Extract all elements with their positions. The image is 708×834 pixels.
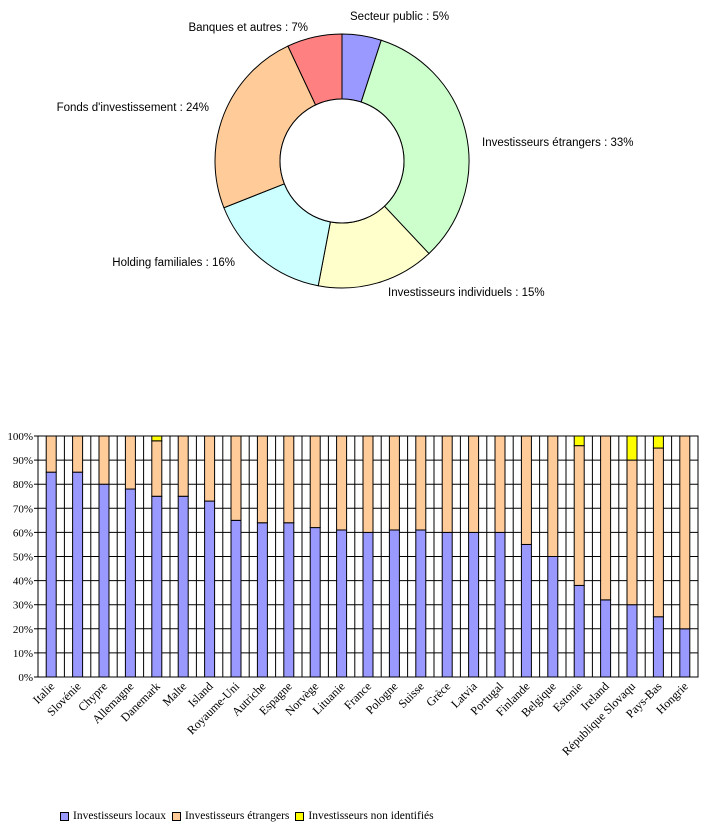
bar-1-13 — [388, 435, 400, 531]
ytick-label-10: 100% — [7, 431, 33, 443]
bar-1-5 — [177, 435, 189, 497]
bar-0-23 — [652, 616, 664, 678]
bar-0-19 — [547, 556, 559, 678]
bar-0-12 — [362, 531, 374, 678]
bar-2-22 — [626, 435, 638, 461]
bar-1-20 — [573, 445, 585, 586]
donut-label-1: Investisseurs étrangers : 33% — [482, 137, 634, 149]
legend-item-unidentified: Investisseurs non identifiés — [295, 810, 434, 822]
ytick-label-4: 40% — [13, 576, 33, 588]
bar-1-2 — [98, 435, 110, 485]
bar-1-9 — [283, 435, 295, 524]
legend-item-local: Investisseurs locaux — [60, 810, 166, 822]
ytick-label-1: 10% — [13, 648, 33, 660]
category-label-14: Suisse — [395, 679, 427, 711]
legend-swatch-unidentified — [295, 811, 305, 821]
ytick-label-5: 50% — [13, 552, 33, 564]
bar-1-14 — [415, 435, 427, 531]
bar-0-8 — [256, 522, 268, 678]
ytick-label-2: 20% — [13, 624, 33, 636]
bar-0-4 — [151, 495, 163, 678]
category-label-20: Estonie — [550, 679, 585, 714]
donut-label-2: Investisseurs individuels : 15% — [388, 287, 545, 299]
bar-1-7 — [230, 435, 242, 521]
legend-label-foreign: Investisseurs étrangers — [184, 810, 290, 822]
bar-0-3 — [124, 488, 136, 678]
donut-label-0: Secteur public : 5% — [350, 11, 449, 23]
bar-2-20 — [573, 435, 585, 447]
bar-1-23 — [652, 447, 664, 618]
category-label-5: Malte — [160, 679, 190, 709]
bar-1-24 — [679, 435, 691, 630]
plot-frame — [37, 435, 699, 678]
legend-item-foreign: Investisseurs étrangers — [171, 810, 290, 822]
donut-label-4: Fonds d'investissement : 24% — [57, 102, 209, 114]
ytick-label-3: 30% — [13, 600, 33, 612]
bar-1-16 — [468, 435, 480, 533]
legend-label-unidentified: Investisseurs non identifiés — [308, 810, 434, 822]
bar-1-17 — [494, 435, 506, 533]
legend-swatch-foreign — [171, 811, 181, 821]
bar-0-14 — [415, 529, 427, 678]
bar-0-9 — [283, 522, 295, 678]
bar-1-6 — [204, 435, 216, 502]
legend: Investisseurs locaux Investisseurs étran… — [60, 810, 440, 822]
bar-2-4 — [151, 435, 163, 442]
donut-hole — [279, 98, 405, 224]
bar-0-21 — [600, 599, 612, 678]
bar-1-15 — [441, 435, 453, 533]
bar-1-12 — [362, 435, 374, 533]
ytick-label-9: 90% — [13, 455, 33, 467]
bar-1-4 — [151, 440, 163, 497]
ytick-label-6: 60% — [13, 527, 33, 539]
ytick-label-8: 80% — [13, 479, 33, 491]
donut-label-5: Banques et autres : 7% — [188, 22, 308, 34]
bar-1-1 — [72, 435, 84, 473]
bar-0-0 — [45, 471, 57, 678]
bar-0-17 — [494, 531, 506, 678]
donut-chart: Secteur public : 5% Investisseurs étrange… — [57, 11, 634, 299]
bar-0-7 — [230, 519, 242, 678]
bar-0-20 — [573, 584, 585, 678]
bar-1-19 — [547, 435, 559, 557]
bar-1-18 — [520, 435, 532, 545]
bar-0-10 — [309, 527, 321, 678]
bar-0-22 — [626, 604, 638, 678]
stacked-bar-chart: 0%10%20%30%40%50%60%70%80%90%100% Italie… — [7, 431, 699, 758]
bar-2-23 — [652, 435, 664, 449]
bar-0-6 — [204, 500, 216, 678]
bar-0-15 — [441, 531, 453, 678]
bar-0-2 — [98, 483, 110, 678]
legend-label-local: Investisseurs locaux — [73, 810, 166, 822]
bar-0-5 — [177, 495, 189, 678]
legend-swatch-local — [60, 811, 69, 821]
category-label-15: Grèce — [423, 679, 453, 709]
ytick-label-7: 70% — [13, 503, 33, 515]
bar-1-22 — [626, 459, 638, 606]
bar-0-13 — [388, 529, 400, 678]
bar-0-1 — [72, 471, 84, 678]
bar-0-11 — [336, 529, 348, 678]
bar-1-8 — [256, 435, 268, 524]
bar-1-3 — [124, 435, 136, 490]
bar-1-10 — [309, 435, 321, 529]
bar-1-11 — [336, 435, 348, 531]
bar-1-21 — [600, 435, 612, 601]
bar-0-18 — [520, 543, 532, 678]
ytick-label-0: 0% — [18, 672, 33, 684]
bar-1-0 — [45, 435, 57, 473]
bar-0-24 — [679, 628, 691, 678]
donut-label-3: Holding familiales : 16% — [112, 257, 235, 269]
bar-0-16 — [468, 531, 480, 678]
